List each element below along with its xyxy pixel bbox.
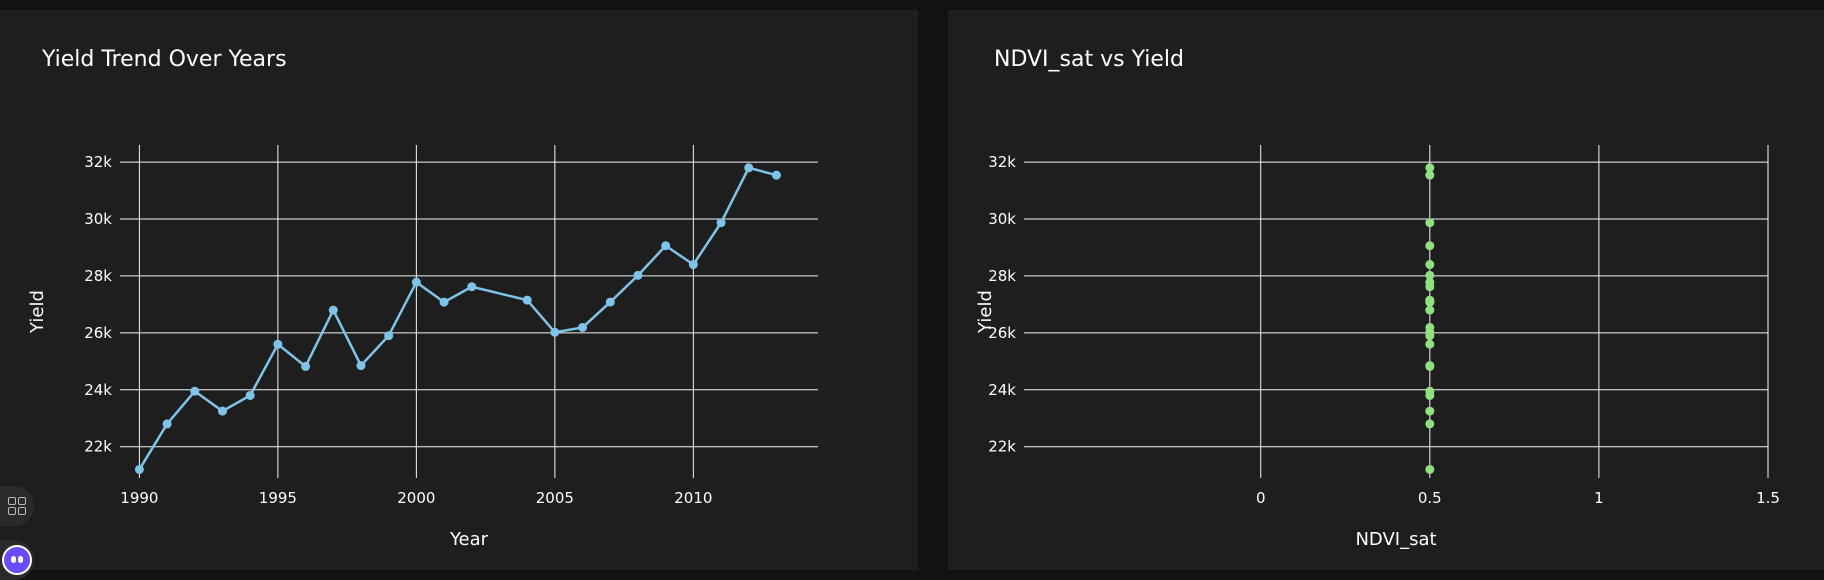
data-point [134,464,144,474]
y-tick-label: 28k [988,267,1016,285]
data-point [661,241,671,251]
series-line [138,166,777,471]
yield-trend-chart: Yield Trend Over Years 1990 1995 2000 2005 20… [27,47,818,550]
data-point [605,297,615,307]
yield-trend-panel: Yield Trend Over Years 1990 1995 2000 2005 20… [0,10,918,570]
scatter-point [1425,282,1435,292]
x-tick-label: 0.5 [1418,489,1442,507]
scatter-point [1425,406,1435,416]
data-point [411,277,421,287]
y-tick-label: 30k [84,210,112,228]
data-point [273,339,283,349]
top-bar [0,0,1824,10]
data-point [578,322,588,332]
x-tick-label: 1995 [259,489,297,507]
scatter-point [1425,297,1435,307]
scatter-point [1425,419,1435,429]
ndvi-vs-yield-panel: NDVI_sat vs Yield 0 0.5 1 1.5 22k 24k 26k 28k 30k… [948,10,1824,570]
scatter-point [1425,260,1435,270]
chart-title: NDVI_sat vs Yield [994,47,1184,72]
y-tick-label: 22k [84,438,112,456]
y-tick-label: 22k [988,438,1016,456]
data-point [162,419,172,429]
data-point [217,406,227,416]
scatter-point [1425,270,1435,280]
scatter-point [1425,361,1435,371]
scatter-point [1425,339,1435,349]
x-axis-title: NDVI_sat [1355,529,1436,550]
data-point [439,297,449,307]
y-tick-label: 26k [84,324,112,342]
data-point [522,295,532,305]
grid-menu-button[interactable] [0,486,34,526]
scatter-point [1425,163,1435,173]
data-point [716,218,726,228]
data-point [771,170,781,180]
grid-icon [8,497,26,515]
data-point [384,331,394,341]
scatter-point [1425,464,1435,474]
y-tick-label: 24k [84,381,112,399]
y-axis-title: Yield [27,290,48,334]
x-tick-label: 1 [1594,489,1604,507]
x-tick-label: 0 [1256,489,1266,507]
scatter-point [1425,322,1435,332]
x-tick-label: 2000 [397,489,435,507]
x-tick-label: 1.5 [1756,489,1780,507]
data-point [245,390,255,400]
y-tick-label: 26k [988,324,1016,342]
scatter-point [1425,390,1435,400]
data-point [356,361,366,371]
y-tick-label: 28k [84,267,112,285]
y-axis-title: Yield [975,290,996,334]
data-point [744,163,754,173]
data-point [190,386,200,396]
data-point [633,270,643,280]
scatter-point [1425,241,1435,251]
data-point [688,260,698,270]
y-tick-label: 30k [988,210,1016,228]
data-point [550,327,560,337]
data-point [467,282,477,292]
x-tick-label: 2005 [536,489,574,507]
scatter-point [1425,218,1435,228]
assistant-icon [2,545,32,575]
y-tick-label: 24k [988,381,1016,399]
scatter-point [1425,305,1435,315]
x-tick-label: 1990 [120,489,158,507]
panel-divider [918,10,948,570]
chart-title: Yield Trend Over Years [41,47,287,72]
y-tick-label: 32k [84,153,112,171]
x-axis-title: Year [449,529,489,550]
x-tick-label: 2010 [674,489,712,507]
data-point [301,361,311,371]
assistant-button[interactable] [0,540,34,580]
data-point [328,305,338,315]
y-tick-label: 32k [988,153,1016,171]
ndvi-vs-yield-chart: NDVI_sat vs Yield 0 0.5 1 1.5 22k 24k 26k 28k 30k… [975,47,1780,550]
scatter-point [1425,170,1435,180]
